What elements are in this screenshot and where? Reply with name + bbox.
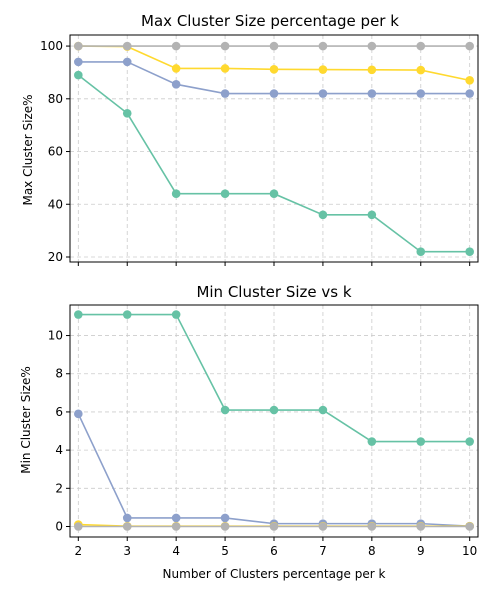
data-point (171, 310, 181, 319)
data-point (122, 522, 132, 531)
data-point (171, 189, 181, 199)
data-point (318, 41, 328, 51)
data-point (122, 109, 132, 118)
data-point (318, 65, 328, 74)
x-tick-label: 4 (172, 544, 180, 558)
y-tick-label: 60 (48, 145, 63, 159)
data-point (171, 513, 181, 523)
data-point (171, 522, 181, 531)
data-point (74, 57, 83, 67)
data-point (220, 513, 230, 523)
data-point (465, 437, 474, 446)
chart-title: Min Cluster Size vs k (196, 283, 351, 301)
max-cluster-size-panel: Max Cluster Size percentage per k Max Cl… (21, 12, 479, 266)
data-point (416, 522, 426, 531)
x-tick-label: 5 (221, 544, 229, 558)
y-axis-label: Min Cluster Size% (19, 366, 33, 474)
data-point (465, 89, 474, 98)
y-tick-label: 80 (48, 92, 63, 106)
data-point (269, 64, 279, 74)
data-point (416, 41, 426, 51)
data-point (171, 64, 181, 73)
data-point (318, 522, 328, 531)
data-point (122, 310, 132, 319)
data-point (367, 41, 377, 51)
x-tick-label: 3 (123, 544, 131, 558)
data-point (367, 437, 377, 446)
data-point (220, 189, 230, 199)
data-point (220, 64, 230, 73)
data-point (318, 210, 328, 220)
data-point (318, 89, 328, 98)
data-point (269, 41, 279, 51)
y-tick-label: 0 (55, 519, 63, 533)
x-tick-label: 2 (74, 544, 82, 558)
x-tick-label: 6 (270, 544, 278, 558)
y-tick-label: 100 (40, 39, 63, 53)
data-point (367, 89, 377, 98)
y-tick-label: 4 (55, 443, 63, 457)
data-point (122, 513, 132, 523)
data-point (465, 247, 474, 257)
data-point (465, 522, 474, 531)
data-point (269, 89, 279, 98)
x-tick-label: 10 (462, 544, 477, 558)
data-point (416, 89, 426, 98)
x-tick-label: 7 (319, 544, 327, 558)
y-tick-label: 20 (48, 250, 63, 264)
y-tick-label: 8 (55, 367, 63, 381)
data-point (416, 247, 426, 257)
data-point (74, 70, 83, 80)
data-point (220, 405, 230, 415)
min-cluster-size-panel: Min Cluster Size vs k Min Cluster Size% … (19, 283, 479, 581)
y-tick-label: 6 (55, 405, 63, 419)
y-tick-label: 40 (48, 197, 63, 211)
data-point (269, 189, 279, 199)
data-point (122, 57, 132, 67)
data-point (74, 522, 83, 531)
data-point (367, 210, 377, 220)
chart-title: Max Cluster Size percentage per k (141, 12, 399, 30)
data-point (367, 65, 377, 75)
data-point (122, 41, 132, 51)
y-tick-label: 10 (48, 329, 63, 343)
data-point (318, 405, 328, 415)
x-axis-label: Number of Clusters percentage per k (163, 567, 386, 581)
data-point (465, 41, 474, 51)
data-point (416, 437, 426, 446)
data-point (269, 522, 279, 531)
data-point (74, 41, 83, 51)
x-tick-label: 9 (417, 544, 425, 558)
data-point (220, 89, 230, 98)
data-point (171, 80, 181, 89)
data-point (220, 41, 230, 51)
data-point (171, 41, 181, 51)
data-point (269, 405, 279, 415)
data-point (367, 522, 377, 531)
x-tick-label: 8 (368, 544, 376, 558)
data-point (220, 522, 230, 531)
data-point (465, 76, 474, 85)
y-tick-label: 2 (55, 481, 63, 495)
data-point (74, 409, 83, 419)
data-point (416, 65, 426, 75)
data-point (74, 310, 83, 319)
y-axis-label: Max Cluster Size% (21, 94, 35, 205)
